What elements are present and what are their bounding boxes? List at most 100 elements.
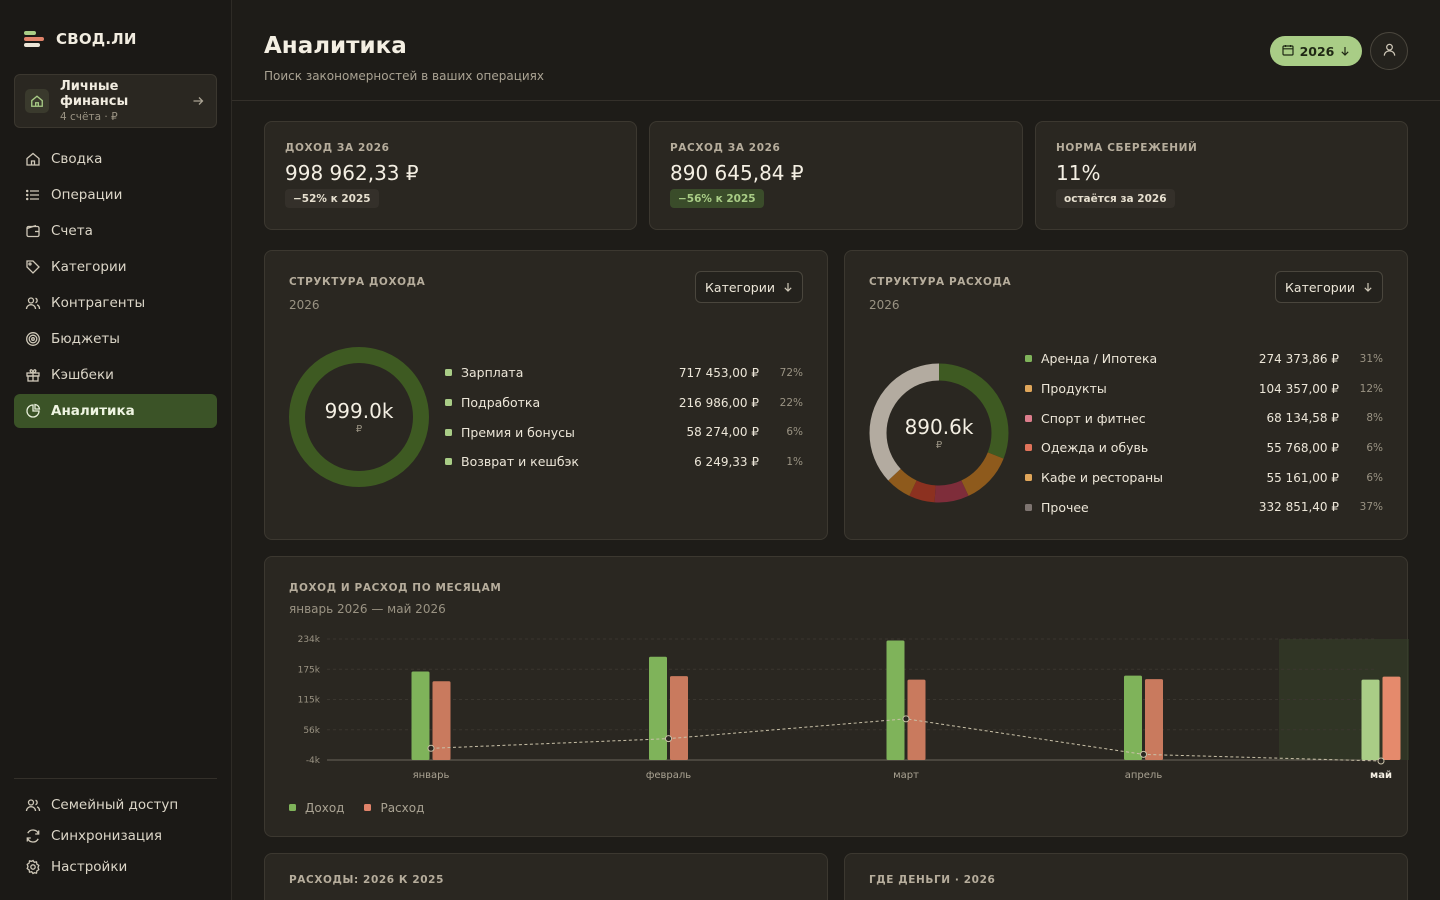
- y-tick-label: 115k: [298, 696, 321, 706]
- nav-label: Сводка: [51, 151, 103, 167]
- expense-bar-0[interactable]: [432, 681, 451, 760]
- nav-item-family-access[interactable]: Семейный доступ: [14, 790, 217, 819]
- legend-name: Аренда / Ипотека: [1041, 351, 1158, 367]
- legend-name: Спорт и фитнес: [1041, 410, 1146, 426]
- y-tick-label: 56k: [303, 726, 320, 736]
- legend-amount: 274 373,86 ₽: [1258, 351, 1339, 366]
- home-icon: [24, 151, 41, 168]
- x-tick-label: февраль: [646, 770, 691, 781]
- net-point-1[interactable]: [665, 735, 672, 743]
- section-title: ДОХОД И РАСХОД ПО МЕСЯЦАМ: [289, 582, 502, 594]
- legend-amount: 104 357,00 ₽: [1258, 381, 1339, 396]
- nav-label: Настройки: [51, 858, 128, 875]
- income-bar-3[interactable]: [1124, 675, 1142, 760]
- legend-percent: 22%: [779, 396, 803, 409]
- y-tick-label: 175k: [298, 665, 321, 675]
- net-point-4[interactable]: [1377, 757, 1385, 765]
- legend-row[interactable]: Подработка 216 986,00 ₽ 22%: [445, 388, 803, 418]
- expense-donut-chart: 890.6k ₽: [869, 363, 1009, 503]
- net-point-3[interactable]: [1140, 750, 1147, 758]
- users-icon: [24, 796, 41, 813]
- legend-amount: 58 274,00 ₽: [686, 425, 759, 440]
- expense-bar-4[interactable]: [1382, 676, 1401, 760]
- income-structure-card: СТРУКТУРА ДОХОДА 2026 Категории 999.0k ₽…: [264, 250, 828, 540]
- nav-item-operations[interactable]: Операции: [14, 178, 217, 212]
- account-switcher[interactable]: Личные финансы 4 счёта · ₽: [14, 74, 217, 128]
- nav-label: Кэшбеки: [51, 367, 114, 383]
- legend-percent: 72%: [779, 366, 803, 379]
- income-donut-chart: 999.0k ₽: [289, 347, 429, 487]
- donut-slice-5[interactable]: [869, 363, 1009, 503]
- kpi-label: ДОХОД ЗА 2026: [285, 142, 390, 154]
- expense-legend: Аренда / Ипотека 274 373,86 ₽ 31% Продук…: [1025, 344, 1383, 522]
- nav-item-counterparties[interactable]: Контрагенты: [14, 286, 217, 320]
- sidebar: СВОД.ЛИ Личные финансы 4 счёта · ₽ Сводк…: [0, 0, 232, 900]
- legend-row[interactable]: Одежда и обувь 55 768,00 ₽ 6%: [1025, 433, 1383, 463]
- y-tick-label: -4k: [306, 756, 321, 766]
- net-point-2[interactable]: [902, 715, 910, 723]
- list-icon: [24, 187, 41, 204]
- legend-amount: 68 134,58 ₽: [1266, 411, 1339, 426]
- category-dropdown[interactable]: Категории: [1275, 271, 1383, 303]
- legend-name: Кафе и рестораны: [1041, 470, 1164, 486]
- legend-row[interactable]: Премия и бонусы 58 274,00 ₽ 6%: [445, 417, 803, 447]
- section-title: СТРУКТУРА РАСХОДА: [869, 276, 1012, 288]
- category-dropdown[interactable]: Категории: [695, 271, 803, 303]
- users-icon: [24, 295, 41, 312]
- nav-item-cashbacks[interactable]: Кэшбеки: [14, 358, 217, 392]
- legend-swatch: [1025, 355, 1032, 363]
- kpi-card-expense: РАСХОД ЗА 2026 890 645,84 ₽ −56% к 2025: [649, 121, 1023, 230]
- section-period: 2026: [289, 298, 320, 312]
- legend-row[interactable]: Прочее 332 851,40 ₽ 37%: [1025, 492, 1383, 522]
- legend-percent: 8%: [1366, 412, 1383, 425]
- legend-row[interactable]: Спорт и фитнес 68 134,58 ₽ 8%: [1025, 403, 1383, 433]
- nav-label: Аналитика: [51, 403, 135, 419]
- legend-name: Возврат и кешбэк: [461, 454, 579, 470]
- donut-ring: [289, 347, 429, 487]
- section-period: 2026: [869, 298, 900, 312]
- nav-item-budgets[interactable]: Бюджеты: [14, 322, 217, 356]
- user-profile-button[interactable]: [1370, 32, 1408, 70]
- legend-row[interactable]: Возврат и кешбэк 6 249,33 ₽ 1%: [445, 447, 803, 477]
- nav-label: Счета: [51, 223, 93, 239]
- legend-row[interactable]: Кафе и рестораны 55 161,00 ₽ 6%: [1025, 463, 1383, 493]
- donut-slice-2[interactable]: [869, 363, 1009, 503]
- kpi-badge: остаётся за 2026: [1056, 189, 1175, 208]
- year-label: 2026: [1299, 43, 1335, 59]
- app-logo[interactable]: СВОД.ЛИ: [24, 30, 137, 48]
- expense-bar-2[interactable]: [907, 679, 926, 760]
- legend-amount: 717 453,00 ₽: [678, 365, 759, 380]
- kpi-badge: −52% к 2025: [285, 189, 379, 208]
- legend-row[interactable]: Зарплата 717 453,00 ₽ 72%: [445, 358, 803, 388]
- user-icon: [1382, 42, 1397, 61]
- legend-percent: 6%: [1366, 441, 1383, 454]
- legend-percent: 1%: [786, 455, 803, 468]
- legend-row[interactable]: Продукты 104 357,00 ₽ 12%: [1025, 374, 1383, 404]
- nav-item-summary[interactable]: Сводка: [14, 142, 217, 176]
- kpi-value: 890 645,84 ₽: [670, 161, 804, 185]
- section-period: январь 2026 — май 2026: [289, 602, 446, 616]
- expense-bar-1[interactable]: [670, 676, 688, 760]
- legend-expense[interactable]: Расход: [364, 801, 424, 815]
- main-nav: Сводка Операции Счета Категории Контраге…: [14, 142, 217, 430]
- expense-bar-3[interactable]: [1145, 679, 1163, 760]
- legend-percent: 6%: [786, 426, 803, 439]
- legend-income[interactable]: Доход: [289, 801, 344, 815]
- nav-item-accounts[interactable]: Счета: [14, 214, 217, 248]
- nav-item-settings[interactable]: Настройки: [14, 852, 217, 881]
- net-point-0[interactable]: [427, 744, 435, 752]
- income-bar-4[interactable]: [1361, 679, 1380, 760]
- income-bar-0[interactable]: [411, 671, 430, 760]
- legend-percent: 37%: [1359, 501, 1383, 514]
- income-bar-2[interactable]: [886, 640, 905, 760]
- nav-item-sync[interactable]: Синхронизация: [14, 821, 217, 850]
- nav-item-categories[interactable]: Категории: [14, 250, 217, 284]
- nav-item-analytics[interactable]: Аналитика: [14, 394, 217, 428]
- secondary-nav: Семейный доступ Синхронизация Настройки: [14, 790, 217, 883]
- section-title: РАСХОДЫ: 2026 К 2025: [289, 874, 444, 886]
- year-selector-button[interactable]: 2026: [1270, 36, 1362, 66]
- income-bar-1[interactable]: [649, 656, 667, 760]
- expense-structure-card: СТРУКТУРА РАСХОДА 2026 Категории 890.6k …: [844, 250, 1408, 540]
- legend-row[interactable]: Аренда / Ипотека 274 373,86 ₽ 31%: [1025, 344, 1383, 374]
- donut-unit: ₽: [355, 424, 363, 435]
